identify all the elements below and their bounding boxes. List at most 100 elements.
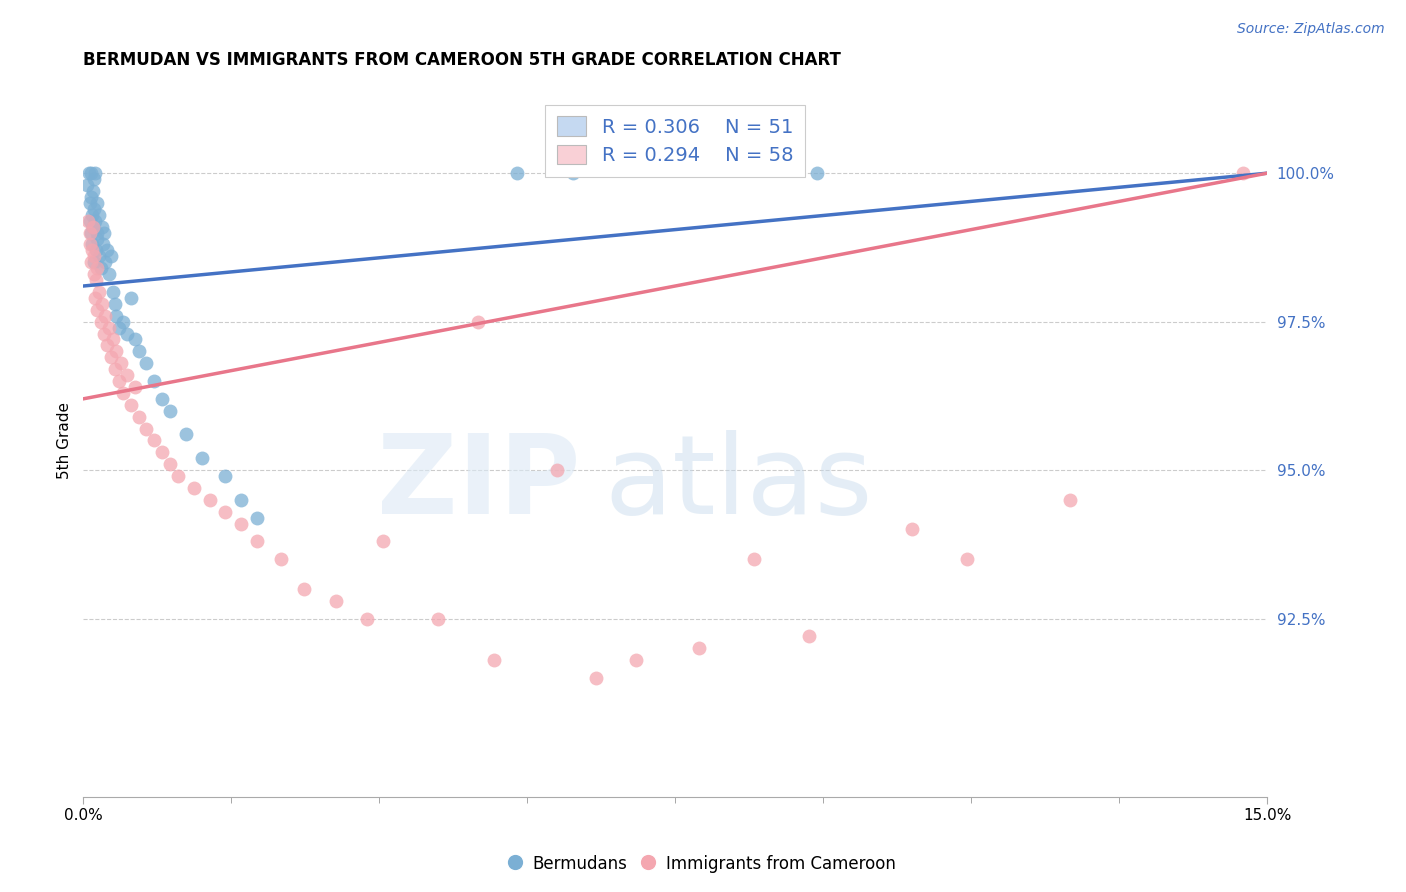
Point (120, 291, 142, 305)
Point (84, 213, 107, 227)
Point (103, 333, 125, 347)
Point (115, 326, 138, 341)
Point (110, 356, 132, 370)
Text: atlas: atlas (605, 430, 873, 537)
Point (83, 249, 105, 263)
Point (124, 333, 146, 347)
Point (104, 362, 127, 376)
Text: BERMUDAN VS IMMIGRANTS FROM CAMEROON 5TH GRADE CORRELATION CHART: BERMUDAN VS IMMIGRANTS FROM CAMEROON 5TH… (83, 51, 841, 69)
Point (806, 166, 828, 180)
Point (80, 190, 103, 204)
Point (94, 309, 117, 323)
Point (270, 552, 292, 566)
Point (229, 516, 252, 531)
Point (90, 315, 112, 329)
Point (83, 172, 105, 186)
Point (506, 166, 529, 180)
Point (190, 451, 212, 466)
Point (80, 208, 103, 222)
Point (80, 226, 103, 240)
Point (79, 237, 101, 252)
Point (128, 409, 150, 424)
Point (83, 255, 105, 269)
Point (1232, 166, 1254, 180)
Point (198, 492, 221, 507)
Point (97, 320, 120, 334)
Point (80, 244, 103, 258)
Point (159, 403, 181, 417)
Point (86, 195, 108, 210)
Y-axis label: 5th Grade: 5th Grade (58, 402, 72, 479)
Point (1059, 492, 1081, 507)
Point (292, 582, 315, 596)
Text: Source: ZipAtlas.com: Source: ZipAtlas.com (1237, 22, 1385, 37)
Point (82, 219, 104, 234)
Point (482, 653, 505, 667)
Point (86, 231, 108, 245)
Point (104, 297, 127, 311)
Point (93, 326, 115, 341)
Point (100, 249, 122, 263)
Point (93, 226, 115, 240)
Point (124, 380, 146, 394)
Point (356, 611, 378, 625)
Point (229, 492, 252, 507)
Point (100, 351, 122, 365)
Point (83, 267, 105, 281)
Point (546, 463, 568, 477)
Point (143, 434, 166, 448)
Point (79, 213, 101, 227)
Point (183, 481, 205, 495)
Point (135, 421, 157, 435)
Point (87, 249, 110, 263)
Point (94, 255, 117, 269)
Point (467, 315, 489, 329)
Point (96, 244, 118, 258)
Point (76, 178, 98, 192)
Point (86, 261, 108, 276)
Point (77, 166, 100, 180)
Point (120, 398, 142, 412)
Point (82, 184, 104, 198)
Point (561, 166, 583, 180)
Legend: Bermudans, Immigrants from Cameroon: Bermudans, Immigrants from Cameroon (503, 848, 903, 880)
Point (159, 457, 181, 471)
Legend: R = 0.306    N = 51, R = 0.294    N = 58: R = 0.306 N = 51, R = 0.294 N = 58 (546, 104, 806, 177)
Point (246, 510, 269, 524)
Point (83, 202, 105, 216)
Point (84, 244, 107, 258)
Point (87, 285, 110, 299)
Point (90, 261, 112, 276)
Point (167, 469, 190, 483)
Point (214, 469, 236, 483)
Point (82, 219, 104, 234)
Point (80, 237, 103, 252)
Point (91, 237, 114, 252)
Point (91, 219, 114, 234)
Point (96, 338, 118, 352)
Point (956, 552, 979, 566)
Point (128, 344, 150, 359)
Point (87, 208, 110, 222)
Point (143, 374, 166, 388)
Point (84, 291, 107, 305)
Point (84, 166, 107, 180)
Point (91, 297, 114, 311)
Point (105, 344, 128, 359)
Point (799, 629, 821, 643)
Point (86, 302, 108, 317)
Point (111, 385, 134, 400)
Point (103, 285, 125, 299)
Point (135, 356, 157, 370)
Point (111, 315, 134, 329)
Point (624, 653, 647, 667)
Point (742, 552, 765, 566)
Point (79, 226, 101, 240)
Point (246, 534, 269, 549)
Point (105, 309, 128, 323)
Point (150, 445, 173, 459)
Point (107, 374, 129, 388)
Point (214, 505, 236, 519)
Point (79, 195, 101, 210)
Point (427, 611, 450, 625)
